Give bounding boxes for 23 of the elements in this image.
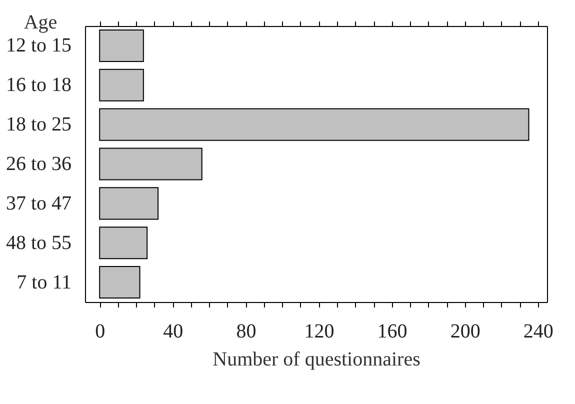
bar (99, 226, 148, 260)
y-tick-label: 7 to 11 (16, 271, 72, 294)
x-tick-label: 120 (304, 320, 334, 342)
x-tick-label: 80 (236, 320, 256, 342)
bar (99, 187, 159, 220)
y-tick-label: 16 to 18 (6, 74, 72, 96)
x-axis-title: Number of questionnaires (212, 348, 421, 370)
y-axis-title: Age (24, 12, 58, 34)
x-tick-label: 40 (163, 320, 184, 342)
y-tick-label: 26 to 36 (6, 153, 72, 175)
x-tick-label: 240 (523, 320, 554, 342)
y-tick-label: 48 to 55 (6, 232, 72, 254)
y-tick-label: 18 to 25 (6, 114, 72, 136)
y-tick-label: 37 to 47 (6, 192, 72, 214)
bar (99, 148, 202, 180)
x-tick-label: 0 (95, 320, 106, 342)
bar (99, 68, 144, 102)
bar (99, 108, 530, 141)
x-tick-label: 160 (377, 320, 408, 342)
x-tick-label: 200 (450, 320, 480, 342)
bar (99, 29, 144, 62)
bar (99, 266, 140, 299)
y-tick-label: 12 to 15 (6, 34, 72, 57)
